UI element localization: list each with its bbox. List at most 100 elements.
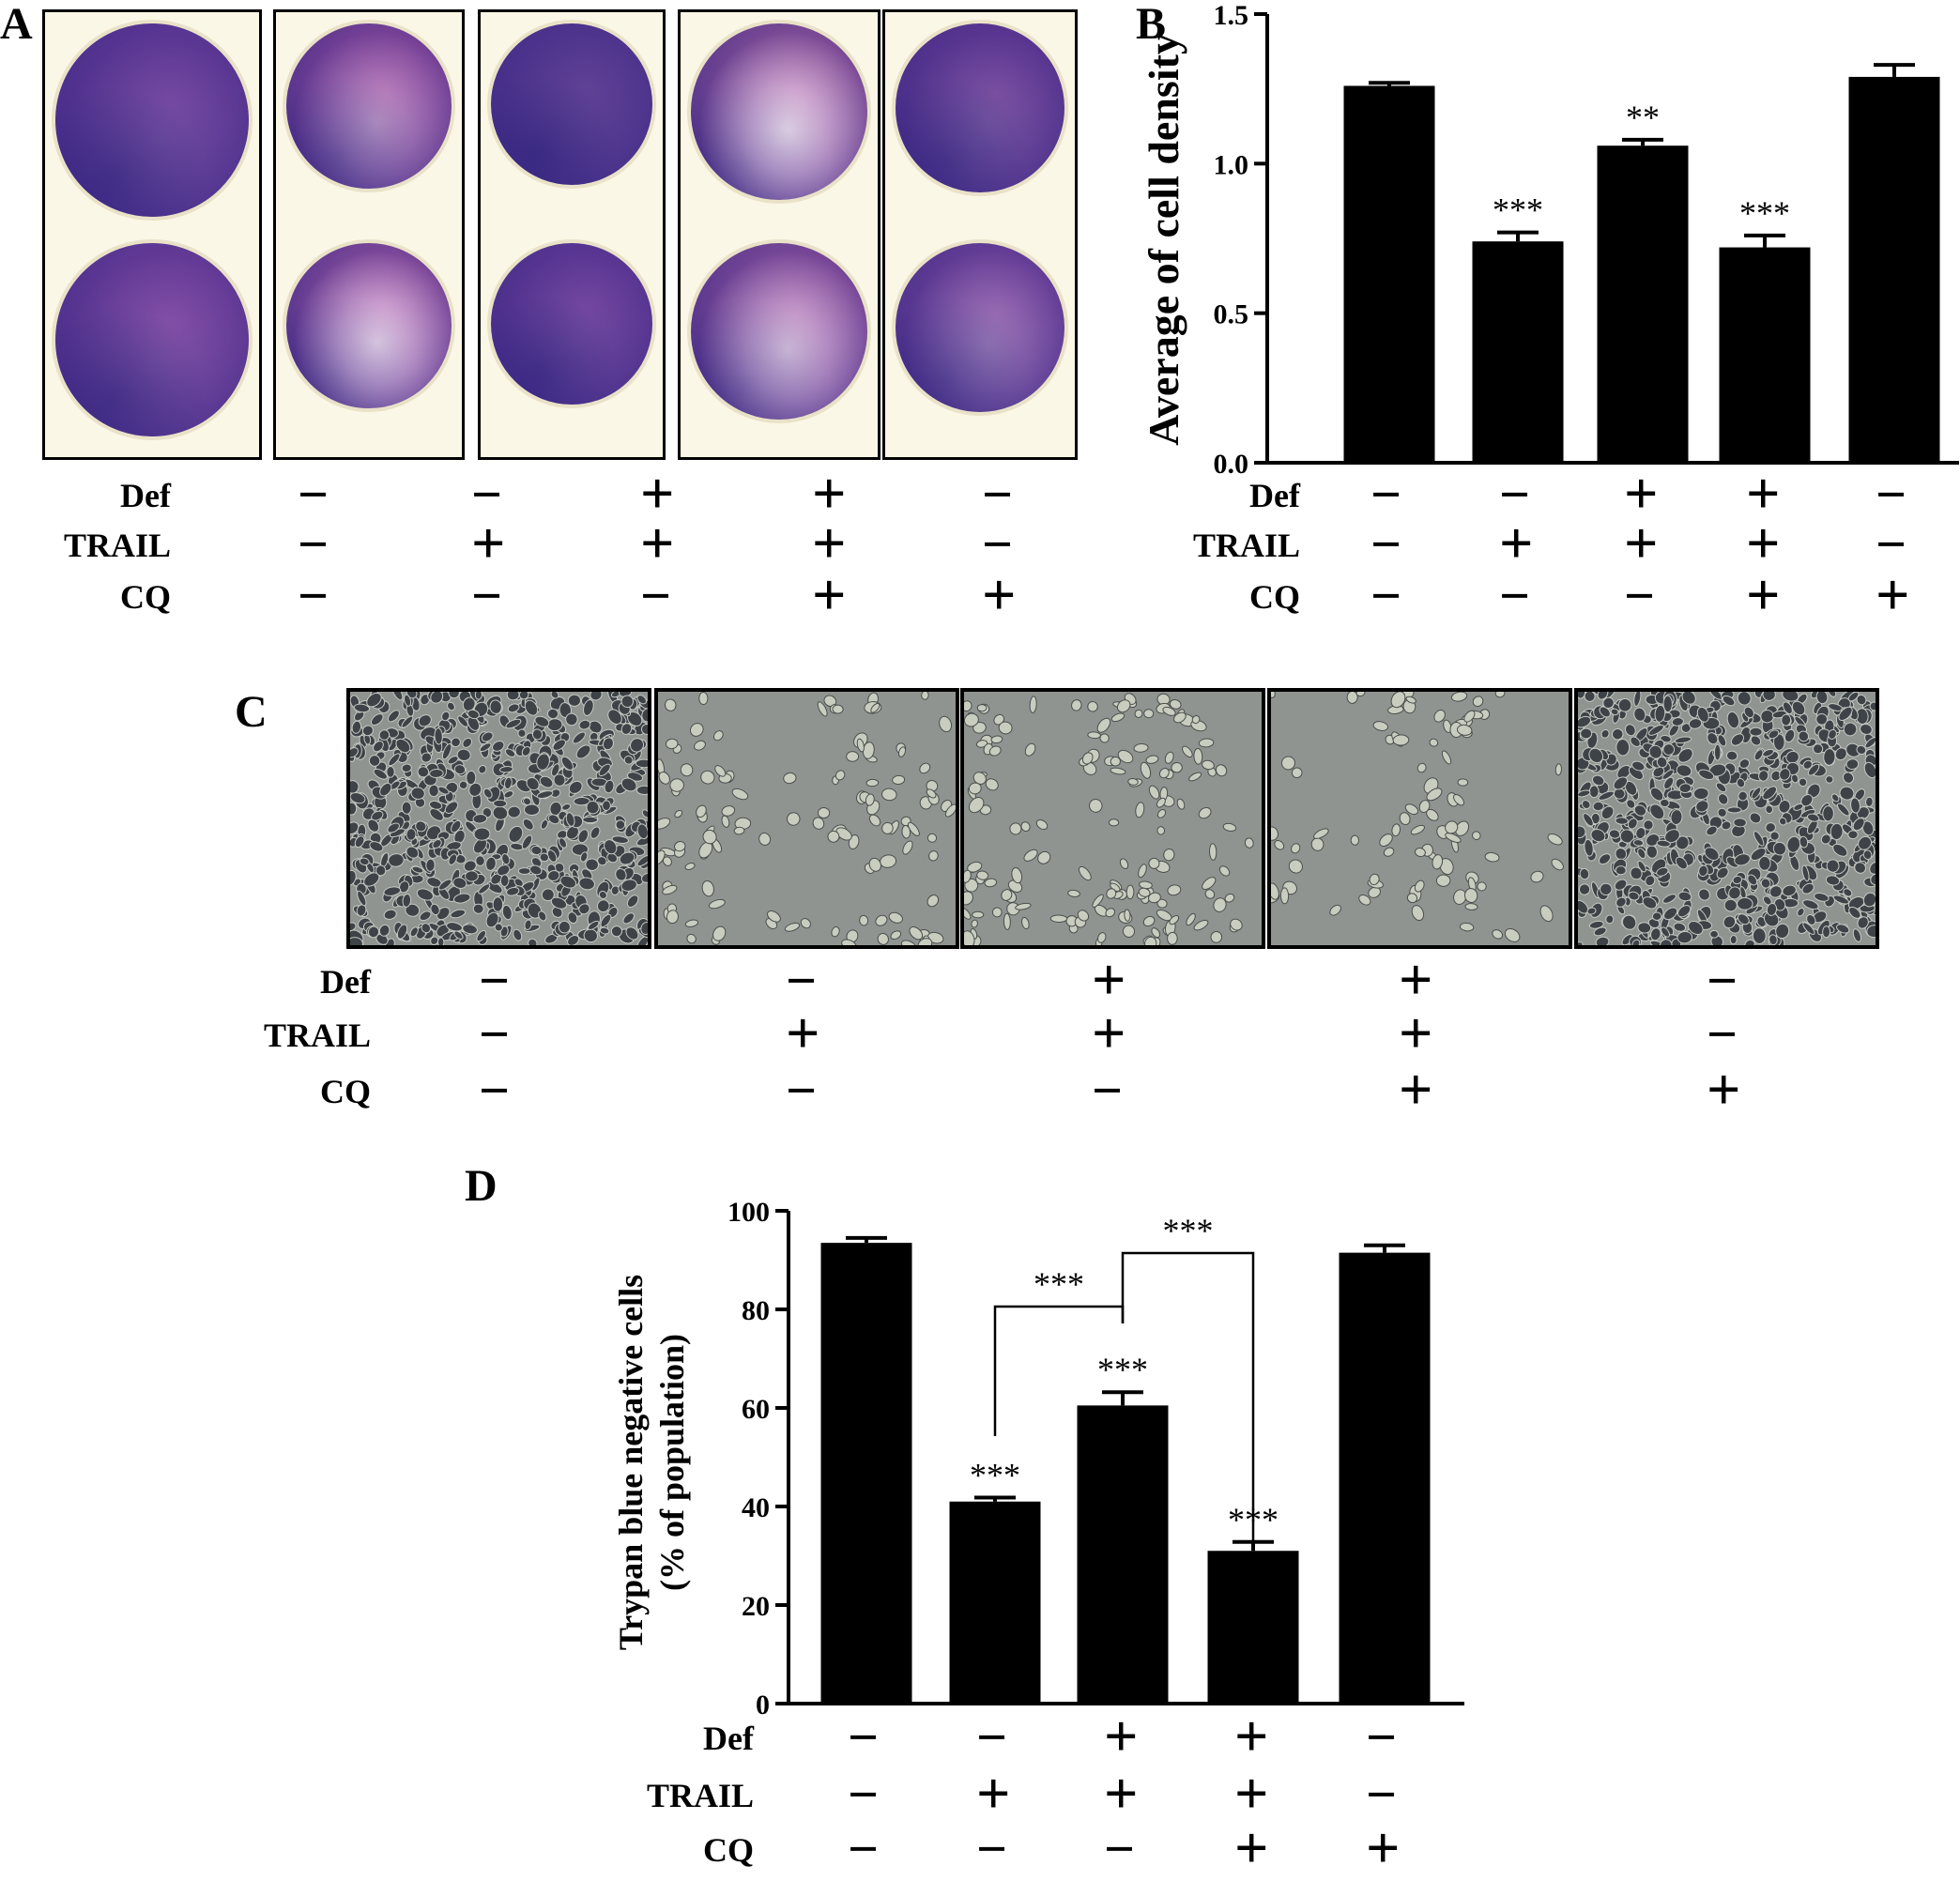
d-y-axis-label-line2: (% of population) bbox=[653, 1334, 691, 1591]
plate-column-5 bbox=[882, 9, 1078, 460]
d-ytick-label-2: 40 bbox=[742, 1492, 770, 1523]
b-cond-cq-col-3: − bbox=[1624, 565, 1656, 626]
micrograph-3 bbox=[960, 688, 1265, 949]
c-cond-cq-col-2: − bbox=[786, 1060, 818, 1121]
a-cond-cq-col-2: − bbox=[471, 565, 503, 626]
d-cond-cq-col-3: − bbox=[1104, 1818, 1136, 1879]
d-sig-2: *** bbox=[970, 1457, 1020, 1494]
c-cond-cq-col-1: − bbox=[479, 1060, 511, 1121]
c-cond-label-trail: TRAIL bbox=[263, 1017, 371, 1054]
micrograph-cells-1 bbox=[350, 692, 648, 945]
d-cond-def-col-3: + bbox=[1104, 1703, 1139, 1769]
micrograph-cells-3 bbox=[964, 693, 1254, 945]
c-cond-trail-col-5: − bbox=[1707, 1003, 1738, 1064]
c-cond-cq-col-4: + bbox=[1399, 1056, 1433, 1123]
d-bracket-2 bbox=[1121, 1251, 1255, 1549]
well-bottom-1 bbox=[52, 239, 253, 440]
d-ytick-label-3: 60 bbox=[742, 1394, 770, 1425]
d-cond-cq-col-2: − bbox=[976, 1818, 1008, 1879]
d-ytick-label-4: 80 bbox=[742, 1295, 770, 1326]
d-ytick-label-1: 20 bbox=[742, 1591, 770, 1622]
micrograph-2 bbox=[654, 688, 959, 949]
c-cond-cq-col-5: + bbox=[1707, 1056, 1741, 1123]
panel-letter-c: C bbox=[235, 687, 268, 737]
d-ytick-label-0: 0 bbox=[756, 1690, 770, 1720]
d-ytick-label-5: 100 bbox=[727, 1197, 770, 1228]
micrograph-5 bbox=[1574, 688, 1879, 949]
a-cond-cq-col-1: − bbox=[298, 565, 329, 626]
d-bar-4 bbox=[1207, 1551, 1299, 1704]
b-cond-cq-col-5: + bbox=[1876, 561, 1910, 628]
micrograph-1 bbox=[346, 688, 651, 949]
d-cond-cq-col-4: + bbox=[1234, 1814, 1269, 1881]
d-cond-cq-col-1: − bbox=[848, 1818, 880, 1879]
micrograph-cells-2 bbox=[658, 692, 956, 945]
a-cond-label-trail: TRAIL bbox=[63, 527, 171, 564]
micrograph-cells-5 bbox=[1578, 692, 1876, 945]
a-cond-label-cq: CQ bbox=[120, 578, 171, 616]
d-cond-trail-col-2: + bbox=[976, 1760, 1011, 1827]
b-y-axis-label: Average of cell density bbox=[1140, 33, 1187, 446]
panel-letter-b: B bbox=[1136, 0, 1167, 49]
c-cond-trail-col-3: + bbox=[1092, 1000, 1126, 1066]
b-sig-3: ** bbox=[1626, 99, 1660, 136]
d-bar-5 bbox=[1339, 1252, 1431, 1704]
b-sig-2: *** bbox=[1493, 191, 1543, 229]
panel-letter-d: D bbox=[465, 1161, 498, 1211]
d-cond-trail-col-4: + bbox=[1234, 1760, 1269, 1827]
b-cond-cq-col-1: − bbox=[1370, 565, 1402, 626]
b-bar-2 bbox=[1472, 241, 1564, 463]
c-cond-def-col-5: − bbox=[1707, 950, 1738, 1011]
b-bar-1 bbox=[1343, 85, 1435, 463]
a-cond-trail-col-2: + bbox=[471, 510, 506, 576]
d-bracket-label-2: *** bbox=[1163, 1212, 1214, 1249]
b-cond-label-cq: CQ bbox=[1249, 578, 1300, 616]
panel-letter-a: A bbox=[0, 0, 33, 49]
plate-column-2 bbox=[273, 9, 465, 460]
a-cond-trail-col-4: + bbox=[812, 510, 847, 576]
b-bar-5 bbox=[1848, 76, 1940, 464]
c-cond-def-col-2: − bbox=[786, 950, 818, 1011]
well-bottom-3 bbox=[487, 239, 656, 408]
b-ytick-label-3: 1.5 bbox=[1214, 0, 1249, 31]
c-cond-label-def: Def bbox=[320, 963, 371, 1001]
a-cond-trail-col-3: + bbox=[640, 510, 675, 576]
b-ytick-label-1: 0.5 bbox=[1214, 299, 1249, 330]
d-cond-def-col-1: − bbox=[848, 1706, 880, 1767]
d-cond-label-cq: CQ bbox=[703, 1831, 754, 1869]
b-cond-trail-col-2: + bbox=[1499, 510, 1534, 576]
micrograph-cells-4 bbox=[1271, 692, 1564, 942]
b-cond-cq-col-2: − bbox=[1499, 565, 1531, 626]
b-cond-trail-col-3: + bbox=[1624, 510, 1659, 576]
a-cond-def-col-2: − bbox=[471, 464, 503, 525]
d-cond-trail-col-5: − bbox=[1366, 1764, 1398, 1825]
plate-column-3 bbox=[478, 9, 666, 460]
b-sig-4: *** bbox=[1739, 194, 1790, 232]
well-bottom-2 bbox=[283, 239, 455, 412]
well-top-3 bbox=[487, 20, 656, 189]
c-cond-trail-col-4: + bbox=[1399, 1000, 1433, 1066]
b-cond-def-col-3: + bbox=[1624, 460, 1659, 527]
b-cond-label-trail: TRAIL bbox=[1192, 527, 1300, 564]
a-cond-cq-col-4: + bbox=[812, 561, 847, 628]
a-cond-trail-col-5: − bbox=[982, 513, 1014, 574]
d-cond-def-col-5: − bbox=[1366, 1706, 1398, 1767]
b-cond-def-col-4: + bbox=[1746, 460, 1781, 527]
d-cond-label-def: Def bbox=[703, 1720, 754, 1757]
b-cond-trail-col-5: − bbox=[1876, 513, 1907, 574]
c-cond-def-col-1: − bbox=[479, 950, 511, 1011]
well-top-4 bbox=[687, 20, 871, 204]
d-bar-3 bbox=[1077, 1405, 1169, 1704]
d-cond-trail-col-3: + bbox=[1104, 1760, 1139, 1827]
c-cond-def-col-3: + bbox=[1092, 946, 1126, 1013]
d-sig-3: *** bbox=[1097, 1351, 1148, 1388]
well-top-5 bbox=[892, 20, 1068, 196]
d-cond-label-trail: TRAIL bbox=[646, 1777, 754, 1814]
plate-column-4 bbox=[678, 9, 880, 460]
b-ytick-label-2: 1.0 bbox=[1214, 149, 1249, 180]
d-bar-2 bbox=[949, 1501, 1041, 1704]
b-cond-def-col-1: − bbox=[1370, 464, 1402, 525]
panel-b-bar-chart: 0.00.51.01.5********Average of cell dens… bbox=[1140, 0, 1959, 480]
well-bottom-5 bbox=[892, 239, 1068, 416]
d-bar-1 bbox=[820, 1243, 912, 1704]
